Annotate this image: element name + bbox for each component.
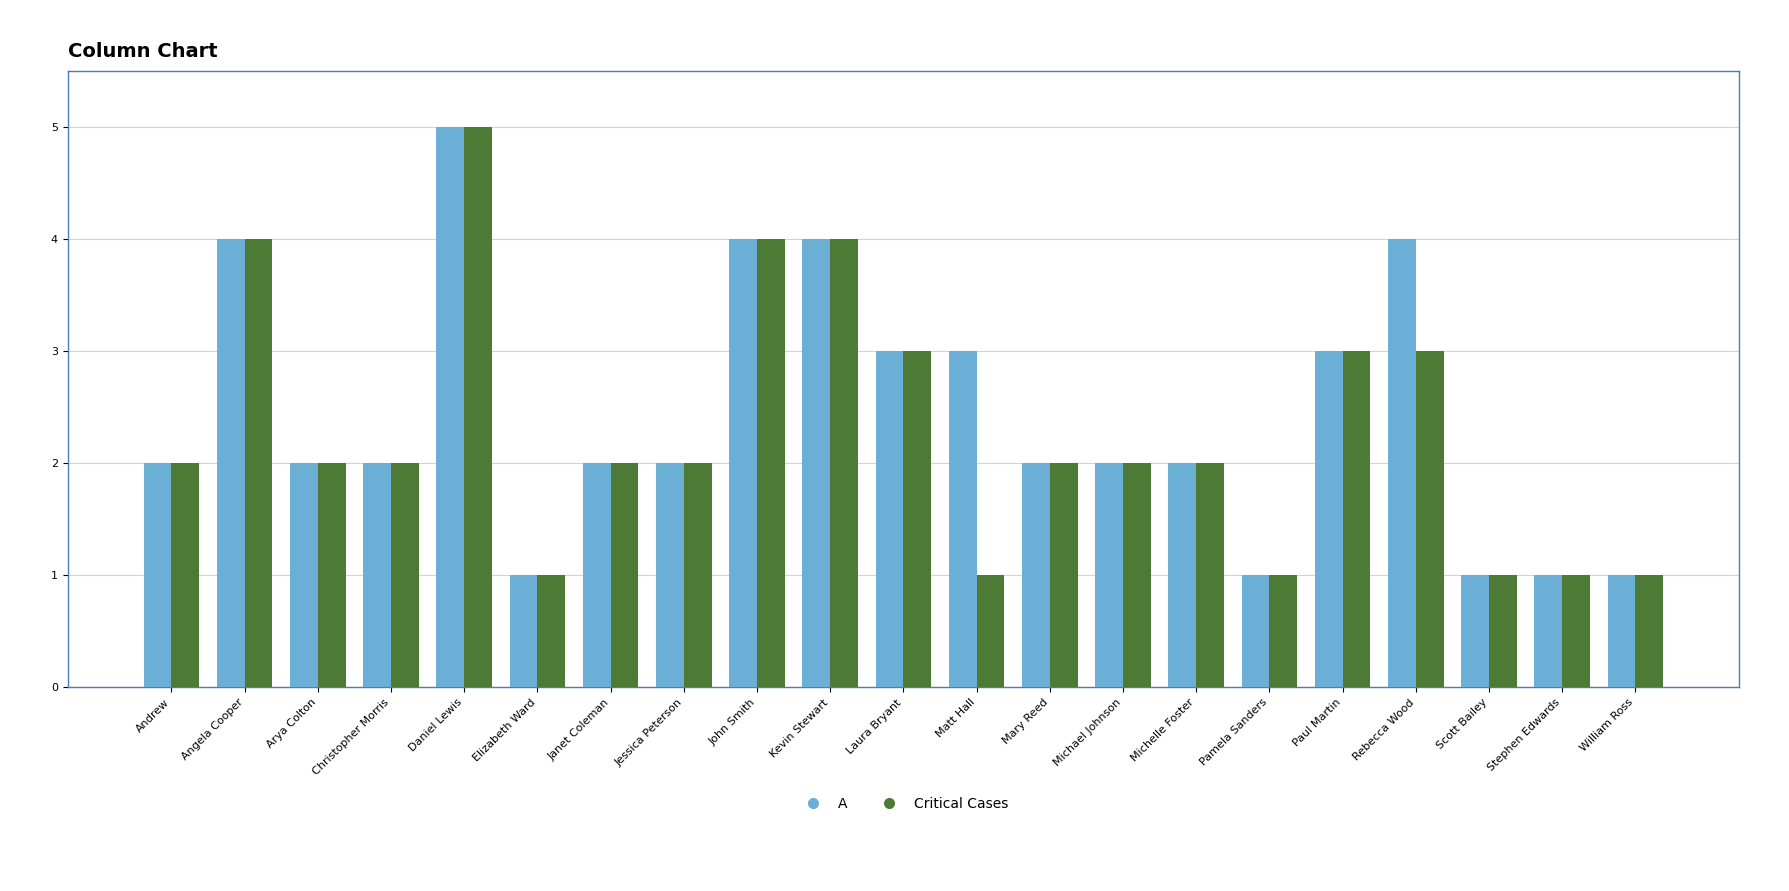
Bar: [977, 576, 1004, 688]
Bar: [1268, 576, 1297, 688]
Bar: [875, 351, 903, 688]
Text: Column Chart: Column Chart: [68, 42, 216, 61]
Bar: [1635, 576, 1662, 688]
Bar: [903, 351, 930, 688]
Bar: [1022, 463, 1048, 688]
Bar: [510, 576, 537, 688]
Bar: [728, 239, 757, 688]
Bar: [1460, 576, 1488, 688]
Bar: [1095, 463, 1122, 688]
Bar: [1195, 463, 1224, 688]
Bar: [1242, 576, 1268, 688]
Bar: [216, 239, 245, 688]
Bar: [143, 463, 172, 688]
Bar: [1533, 576, 1562, 688]
Bar: [318, 463, 345, 688]
Bar: [1122, 463, 1150, 688]
Bar: [245, 239, 272, 688]
Bar: [363, 463, 390, 688]
Bar: [1315, 351, 1342, 688]
Bar: [1048, 463, 1077, 688]
Bar: [1168, 463, 1195, 688]
Bar: [801, 239, 830, 688]
Bar: [537, 576, 565, 688]
Bar: [1488, 576, 1515, 688]
Bar: [1562, 576, 1589, 688]
Bar: [948, 351, 977, 688]
Legend: A, Critical Cases: A, Critical Cases: [793, 791, 1013, 816]
Bar: [1607, 576, 1635, 688]
Bar: [610, 463, 639, 688]
Bar: [655, 463, 683, 688]
Bar: [1415, 351, 1442, 688]
Bar: [172, 463, 199, 688]
Bar: [390, 463, 419, 688]
Bar: [830, 239, 857, 688]
Bar: [463, 127, 492, 688]
Bar: [437, 127, 463, 688]
Bar: [757, 239, 784, 688]
Bar: [1386, 239, 1415, 688]
Bar: [290, 463, 318, 688]
Bar: [683, 463, 712, 688]
Bar: [583, 463, 610, 688]
Bar: [1342, 351, 1370, 688]
